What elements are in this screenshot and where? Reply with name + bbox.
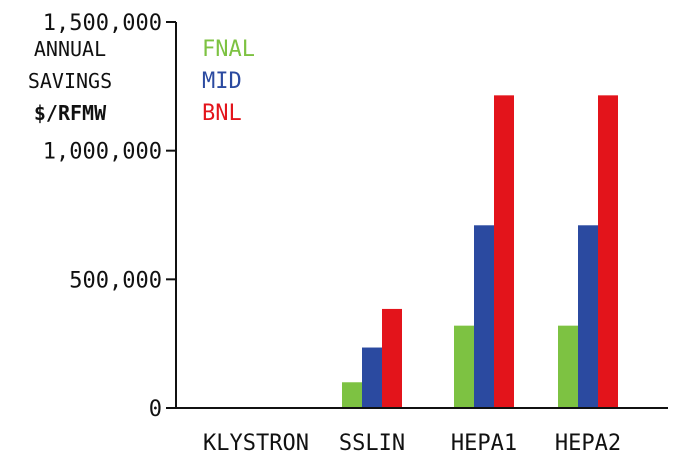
bars-layer <box>342 95 618 408</box>
y-tick-label: 500,000 <box>69 268 162 293</box>
bar-fnal-hepa1 <box>454 325 474 408</box>
bar-mid-hepa2 <box>578 225 598 408</box>
bar-fnal-sslin <box>342 382 362 408</box>
legend-entry-mid: MID <box>202 69 242 94</box>
bar-bnl-sslin <box>382 308 402 408</box>
x-tick-label: KLYSTRON <box>203 431 309 456</box>
y-ticks: 0 500,000 1,000,000 1,500,000 <box>43 11 176 422</box>
bar-bnl-hepa1 <box>494 95 514 408</box>
y-tick-label: 1,500,000 <box>43 11 162 36</box>
bar-mid-hepa1 <box>474 225 494 408</box>
x-tick-label: HEPA1 <box>451 431 517 456</box>
bar-fnal-hepa2 <box>558 325 578 408</box>
bar-mid-sslin <box>362 347 382 408</box>
y-axis-label-line: SAVINGS <box>28 69 112 93</box>
x-tick-labels: KLYSTRON SSLIN HEPA1 HEPA2 <box>203 431 621 456</box>
y-tick-label: 1,000,000 <box>43 140 162 165</box>
legend-entry-bnl: BNL <box>202 101 242 126</box>
y-axis-label: ANNUAL SAVINGS $/RFMW <box>28 37 112 125</box>
y-tick-label: 0 <box>149 397 162 422</box>
x-tick-label: SSLIN <box>339 431 405 456</box>
legend-entry-fnal: FNAL <box>202 37 255 62</box>
bar-bnl-hepa2 <box>598 95 618 408</box>
y-axis-label-line: $/RFMW <box>34 101 107 125</box>
y-axis-label-line: ANNUAL <box>34 37 106 61</box>
x-tick-label: HEPA2 <box>555 431 621 456</box>
legend: FNAL MID BNL <box>202 37 255 126</box>
